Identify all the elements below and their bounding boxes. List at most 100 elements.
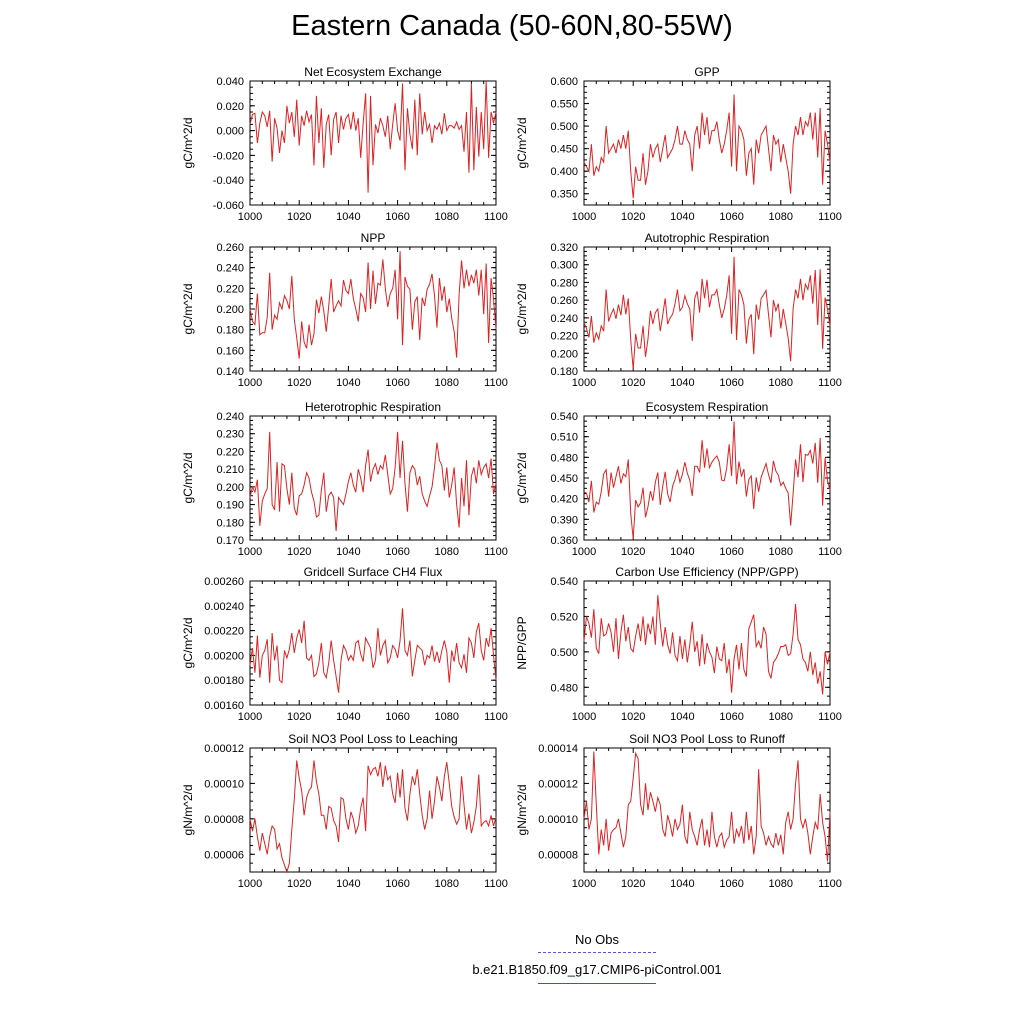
x-tick-label: 1060 (719, 878, 743, 890)
chart-panel-2: GPP gC/m^2/d 1000 1020 1040 1060 1080 1100 0.350… (515, 65, 842, 223)
x-tick-label: 1100 (818, 211, 842, 223)
y-tick-label: -0.020 (213, 150, 244, 162)
y-tick-label: 0.200 (216, 482, 244, 494)
x-tick-label: 1020 (287, 546, 311, 558)
y-axis-label: NPP/GPP (515, 616, 529, 669)
panel-title: NPP (361, 231, 386, 245)
x-tick-label: 1100 (818, 878, 842, 890)
plot-frame (249, 80, 497, 206)
x-tick-label: 1000 (238, 211, 262, 223)
chart-panel-6: Ecosystem Respiration gC/m^2/d 1000 1020 104… (515, 400, 842, 558)
y-tick-label: 0.00180 (204, 675, 244, 687)
y-tick-label: 0.00012 (204, 743, 244, 755)
x-tick-label: 1080 (769, 711, 793, 723)
series-line (249, 80, 497, 193)
y-tick-label: 0.00008 (204, 814, 244, 826)
x-tick-label: 1060 (719, 377, 743, 389)
chart-panel-10: Soil NO3 Pool Loss to Runoff gN/m^2/d 1000… (515, 732, 842, 890)
x-tick-label: 1060 (385, 546, 409, 558)
series-line (583, 94, 831, 199)
y-tick-label: 0.400 (550, 166, 578, 178)
x-tick-label: 1000 (572, 546, 596, 558)
chart-panel-1: Net Ecosystem Exchange gC/m^2/d 1000 1020 10… (181, 65, 508, 223)
y-tick-label: 0.00200 (204, 650, 244, 662)
y-tick-label: 0.240 (216, 263, 244, 275)
y-tick-label: 0.020 (216, 101, 244, 113)
y-tick-label: 0.350 (550, 189, 578, 201)
x-tick-label: 1000 (238, 711, 262, 723)
panel-title: Ecosystem Respiration (646, 400, 769, 414)
y-tick-label: 0.500 (550, 647, 578, 659)
y-tick-label: 0.390 (550, 514, 578, 526)
y-axis-label: gC/m^2/d (181, 284, 195, 335)
y-tick-label: 0.00014 (538, 743, 578, 755)
x-tick-label: 1020 (287, 878, 311, 890)
y-tick-label: 0.180 (216, 517, 244, 529)
chart-panel-8: Carbon Use Efficiency (NPP/GPP) NPP/GPP 10… (515, 565, 842, 723)
y-tick-label: 0.160 (216, 345, 244, 357)
x-tick-label: 1060 (385, 878, 409, 890)
legend-model-label: b.e21.B1850.f09_g17.CMIP6-piControl.001 (472, 962, 722, 977)
y-axis-label: gC/m^2/d (515, 118, 529, 169)
series-line (583, 256, 831, 370)
x-tick-label: 1020 (621, 211, 645, 223)
series-line (249, 431, 497, 532)
legend-obs-label: No Obs (574, 932, 620, 947)
x-tick-label: 1080 (769, 211, 793, 223)
x-tick-label: 1080 (435, 711, 459, 723)
plot-frame (249, 747, 497, 873)
series-line (249, 608, 497, 693)
y-tick-label: 0.240 (550, 313, 578, 325)
x-tick-label: 1080 (435, 211, 459, 223)
y-axis-label: gC/m^2/d (515, 284, 529, 335)
y-tick-label: -0.060 (213, 200, 244, 212)
x-tick-label: 1040 (670, 711, 694, 723)
y-tick-label: 0.200 (216, 304, 244, 316)
y-tick-label: -0.040 (213, 175, 244, 187)
panel-title: Autotrophic Respiration (645, 231, 770, 245)
y-tick-label: 0.00012 (538, 778, 578, 790)
y-tick-label: 0.360 (550, 535, 578, 547)
y-tick-label: 0.260 (550, 295, 578, 307)
x-tick-label: 1060 (719, 211, 743, 223)
x-tick-label: 1080 (435, 878, 459, 890)
y-tick-label: 0.240 (216, 411, 244, 423)
chart-panel-9: Soil NO3 Pool Loss to Leaching gN/m^2/d 10… (181, 732, 508, 890)
x-tick-label: 1080 (435, 377, 459, 389)
y-tick-label: 0.540 (550, 411, 578, 423)
x-tick-label: 1000 (238, 377, 262, 389)
y-tick-label: 0.210 (216, 464, 244, 476)
x-tick-label: 1060 (719, 711, 743, 723)
x-tick-label: 1100 (484, 546, 508, 558)
plot-frame (583, 415, 831, 541)
x-tick-label: 1020 (621, 546, 645, 558)
x-tick-label: 1000 (238, 546, 262, 558)
x-tick-label: 1000 (238, 878, 262, 890)
plot-frame (249, 246, 497, 372)
x-tick-label: 1020 (621, 878, 645, 890)
plot-frame (583, 747, 831, 873)
x-tick-label: 1040 (336, 546, 360, 558)
chart-panel-5: Heterotrophic Respiration gC/m^2/d 1000 102… (181, 400, 508, 558)
series-line (583, 595, 831, 695)
x-tick-label: 1100 (484, 878, 508, 890)
x-tick-label: 1040 (336, 878, 360, 890)
y-tick-label: 0.420 (550, 494, 578, 506)
legend-obs-line (538, 952, 656, 953)
y-tick-label: 0.180 (216, 325, 244, 337)
y-tick-label: 0.00008 (538, 849, 578, 861)
y-tick-label: 0.220 (550, 331, 578, 343)
x-tick-label: 1080 (769, 546, 793, 558)
y-tick-label: 0.280 (550, 277, 578, 289)
panel-title: Carbon Use Efficiency (NPP/GPP) (615, 565, 798, 579)
y-tick-label: 0.220 (216, 283, 244, 295)
y-tick-label: 0.00220 (204, 626, 244, 638)
x-tick-label: 1060 (385, 211, 409, 223)
plot-frame (249, 580, 497, 706)
y-tick-label: 0.550 (550, 99, 578, 111)
y-tick-label: 0.200 (550, 348, 578, 360)
y-tick-label: 0.500 (550, 121, 578, 133)
x-tick-label: 1000 (572, 211, 596, 223)
